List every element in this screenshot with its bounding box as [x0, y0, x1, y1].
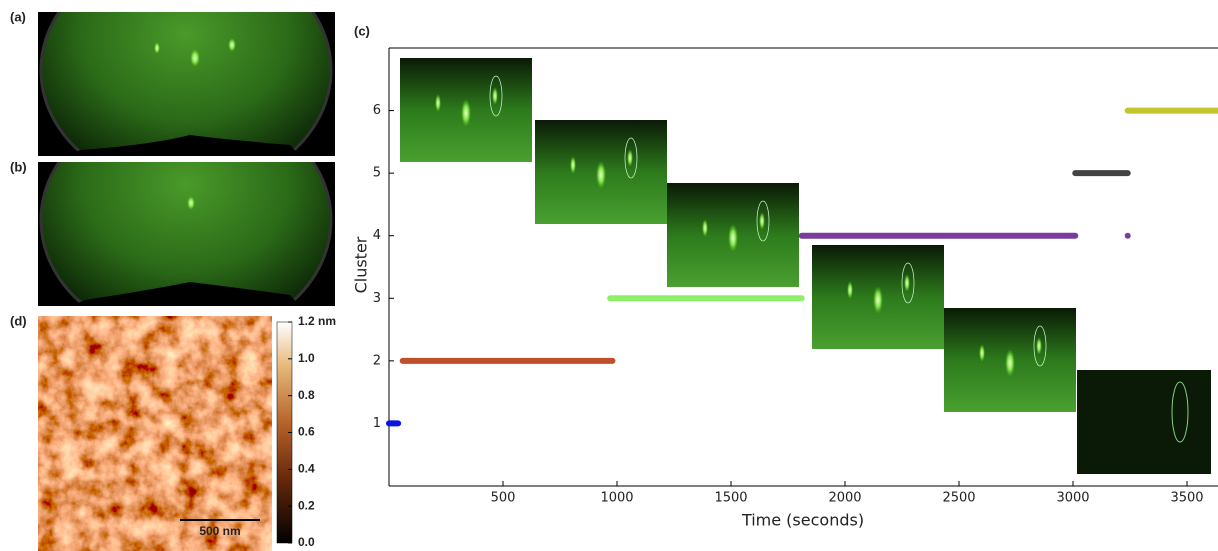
panel-label: (d) — [10, 313, 27, 328]
y-tick-label: 4 — [373, 228, 381, 243]
inset-spot — [979, 344, 985, 362]
colorbar-tick-label: 0.2 — [298, 498, 315, 512]
inset-circle — [489, 75, 503, 117]
colorbar-tick-label: 0.0 — [298, 535, 315, 549]
insets — [400, 58, 1211, 474]
inset-spot — [627, 149, 633, 167]
inset-spot — [873, 286, 883, 314]
y-tick-label: 1 — [373, 416, 381, 431]
colorbar-tick-label: 0.8 — [298, 388, 315, 402]
scale-bar-label: 500 nm — [199, 524, 240, 538]
panel-label: (b) — [10, 159, 27, 174]
y-tick-label: 3 — [373, 291, 381, 306]
inset-spot — [904, 274, 910, 292]
y-tick-label: 5 — [373, 166, 381, 181]
inset-spot — [1036, 337, 1042, 355]
x-tick-label: 1500 — [714, 491, 747, 506]
x-tick-label: 2000 — [828, 491, 861, 506]
inset-spot — [728, 224, 738, 252]
colorbar-tick-label: 1.2 nm — [298, 314, 336, 328]
x-tick-label: 3000 — [1056, 491, 1089, 506]
y-tick-label: 6 — [373, 103, 381, 118]
inset-spot — [596, 161, 606, 189]
inset-spot — [847, 281, 853, 299]
inset-circle — [1033, 325, 1047, 367]
colorbar-tick-label: 1.0 — [298, 351, 315, 365]
x-tick-label: 2500 — [942, 491, 975, 506]
x-axis-label: Time (seconds) — [741, 511, 864, 530]
colorbar-tick-label: 0.4 — [298, 462, 315, 476]
inset-spot — [492, 87, 498, 105]
rheed-image-a — [38, 12, 335, 156]
inset-image — [1077, 370, 1211, 474]
y-axis-label: Cluster — [352, 236, 371, 293]
cluster-point — [1124, 232, 1131, 239]
inset-circle — [901, 262, 915, 304]
colorbar-tick-label: 0.6 — [298, 425, 315, 439]
inset-spot — [461, 99, 471, 127]
y-tick-label: 2 — [373, 353, 381, 368]
x-tick-label: 1000 — [600, 491, 633, 506]
panel-label: (a) — [10, 9, 26, 24]
rheed-image-b — [38, 162, 335, 306]
inset-spot — [570, 156, 576, 174]
afm-image — [38, 316, 272, 551]
x-tick-label: 500 — [491, 491, 516, 506]
panel-label: (c) — [354, 23, 370, 38]
inset-spot — [702, 219, 708, 237]
inset-circle — [756, 200, 770, 242]
inset-circle — [1171, 381, 1189, 443]
x-tick-label: 3500 — [1170, 491, 1203, 506]
inset-spot — [759, 212, 765, 230]
inset-circle — [624, 137, 638, 179]
inset-spot — [435, 94, 441, 112]
inset-spot — [1005, 349, 1015, 377]
